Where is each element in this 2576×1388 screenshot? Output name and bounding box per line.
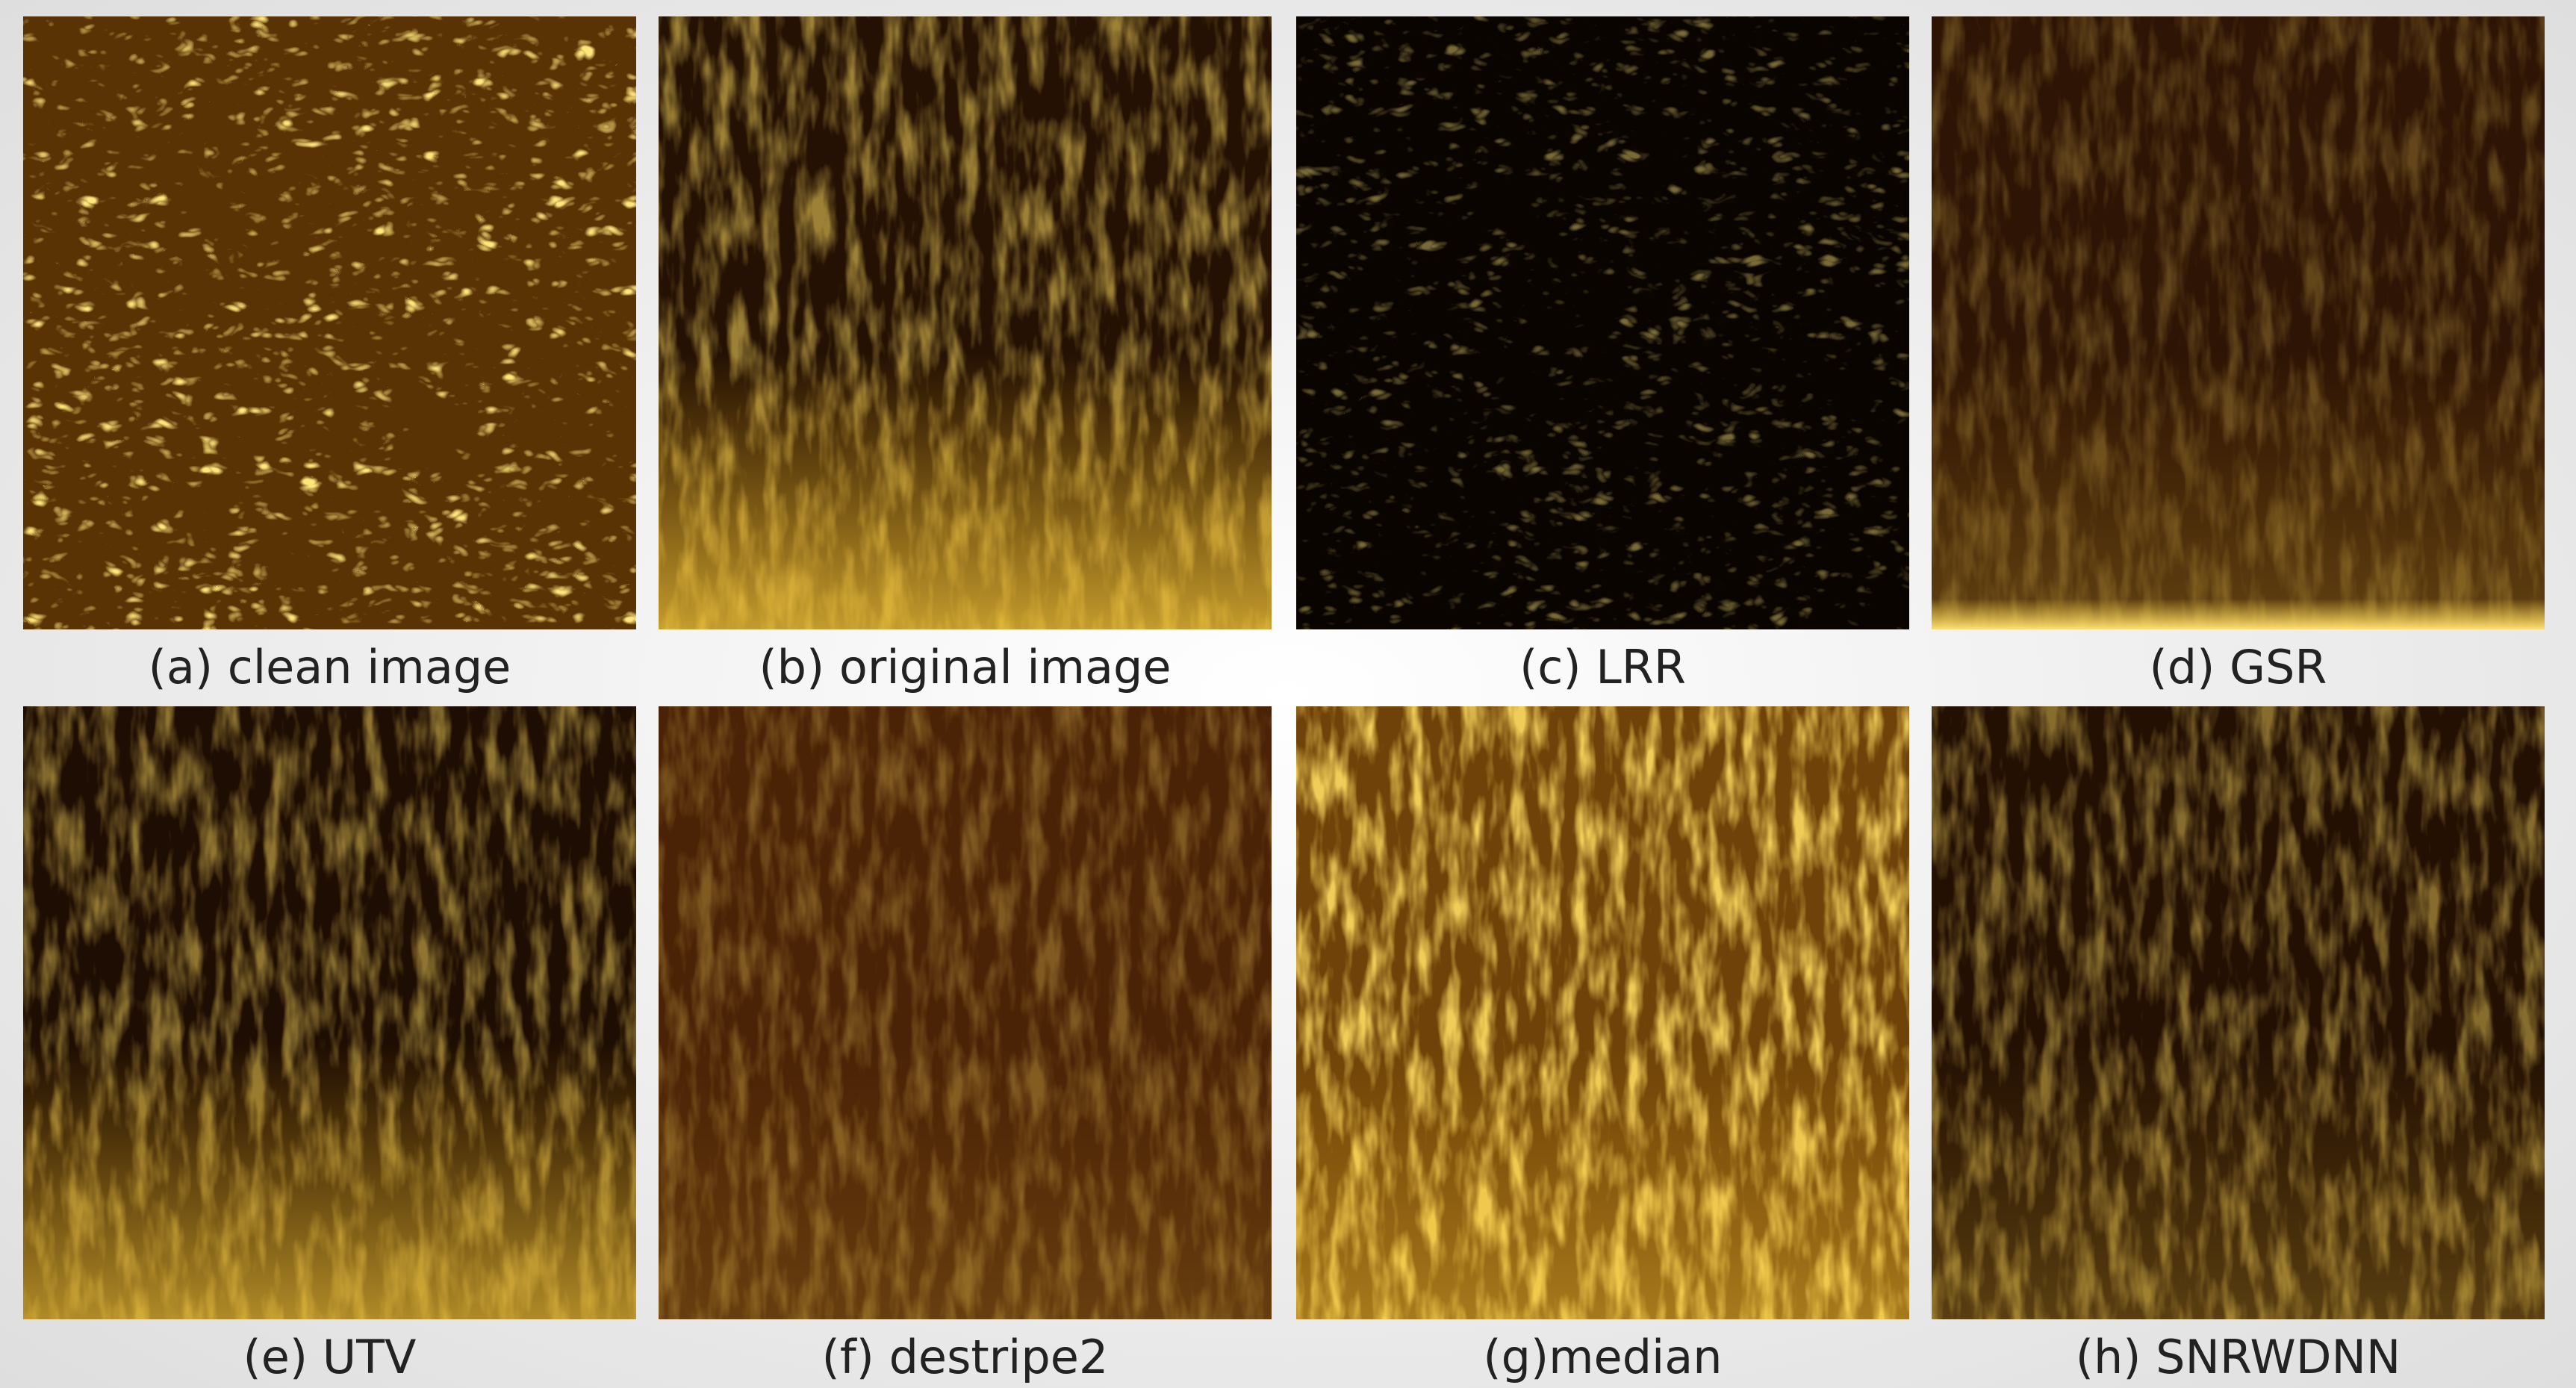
caption: (h) SNRWDNN [2076,1330,2401,1384]
caption: (a) clean image [149,640,511,694]
image-panel: (h) SNRWDNN [1932,706,2545,1384]
caption: (f) destripe2 [822,1330,1109,1384]
image-panel: (b) original image [659,16,1272,694]
image-edge [1932,16,2545,629]
caption: (g)median [1483,1330,1722,1384]
caption: (e) UTV [243,1330,417,1384]
image-glow [1932,706,2545,1319]
image-panel: (a) clean image [23,16,636,694]
image-glow [659,706,1272,1319]
image-panel: (c) LRR [1296,16,1909,694]
caption: (b) original image [759,640,1171,694]
image-panel: (g)median [1296,706,1909,1384]
caption: (c) LRR [1519,640,1686,694]
image-panel: (d) GSR [1932,16,2545,694]
image-texture [23,16,636,629]
page: (a) clean image (b) original image (c) LRR… [0,0,2576,1388]
caption: (d) GSR [2150,640,2327,694]
image-panel: (f) destripe2 [659,706,1272,1384]
image-glow [1296,706,1909,1319]
image-panel: (e) UTV [23,706,636,1384]
figure: (a) clean image (b) original image (c) LRR… [0,0,2576,1388]
image-glow [23,706,636,1319]
image-glow [659,16,1272,629]
image-texture [1296,16,1909,629]
